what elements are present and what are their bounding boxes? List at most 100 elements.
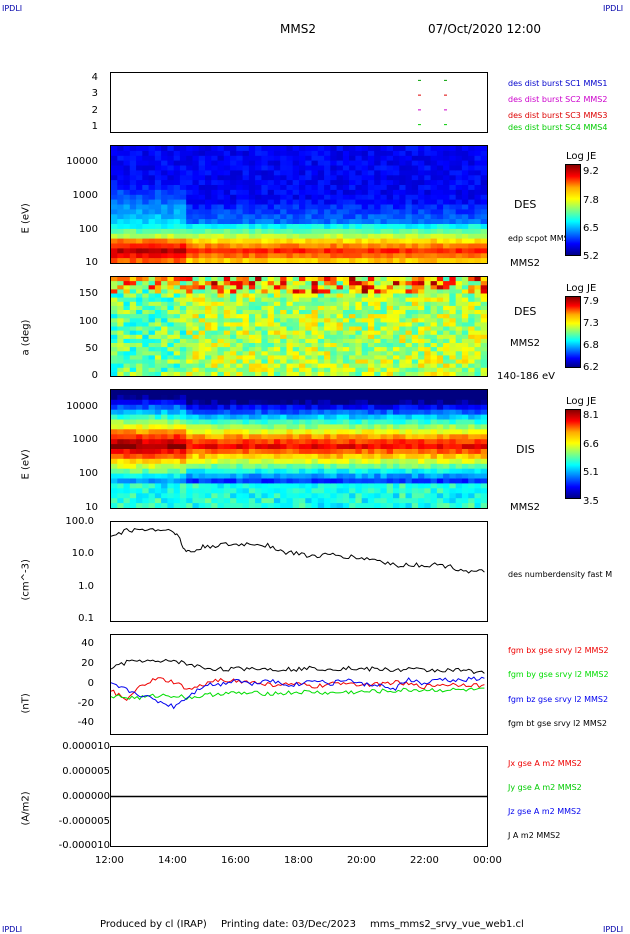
des-energy-cell	[198, 194, 206, 201]
des-energy-cell	[311, 219, 319, 225]
dis-energy-cell	[273, 498, 281, 504]
des-energy-cell	[223, 253, 231, 259]
des-pitch-cell	[342, 310, 350, 315]
des-pitch-cell	[242, 322, 250, 328]
dis-energy-cell	[330, 444, 338, 450]
dis-energy-cell	[179, 473, 187, 480]
des-pitch-cell	[142, 363, 150, 369]
des-energy-cell	[167, 160, 175, 167]
dis-energy-cell	[167, 439, 175, 445]
des-energy-cell	[248, 194, 256, 201]
des-energy-cell	[311, 228, 319, 235]
des-energy-cell	[217, 194, 225, 201]
des-energy-cell	[405, 170, 413, 176]
des-energy-cell	[161, 150, 168, 157]
des-pitch-cell	[173, 347, 181, 352]
des-energy-cell	[399, 224, 407, 230]
dis-energy-cell	[299, 429, 306, 435]
des-pitch-cell	[236, 318, 244, 323]
des-energy-cell	[336, 180, 344, 186]
des-energy-cell	[474, 243, 482, 249]
dis-energy-cell	[474, 483, 482, 489]
dis-energy-cell	[380, 409, 388, 416]
des-energy-cell	[223, 248, 231, 254]
des-energy-cell	[436, 243, 444, 249]
dis-energy-cell	[123, 453, 131, 460]
des-energy-cell	[129, 185, 137, 191]
des-energy-cell	[317, 194, 325, 201]
dis-energy-cell	[255, 409, 262, 416]
des-pitch-cell	[380, 301, 388, 307]
des-energy-cell	[455, 258, 463, 263]
des-pitch-cell	[424, 318, 432, 323]
dis-energy-cell	[330, 488, 338, 494]
dis-energy-cell	[461, 493, 469, 499]
des-energy-cell	[405, 180, 413, 186]
dis-energy-cell	[336, 478, 344, 484]
des-pitch-cell	[418, 322, 425, 328]
des-pitch-cell	[255, 305, 262, 311]
des-energy-cell	[280, 233, 288, 240]
dis-energy-cell	[261, 488, 269, 494]
des-pitch-cell	[205, 305, 212, 311]
dis-energy-cell	[449, 449, 457, 455]
dis-energy-cell	[461, 424, 469, 430]
des-pitch-cell	[167, 371, 175, 376]
des-energy-cell	[154, 160, 162, 167]
dis-energy-cell	[424, 468, 432, 475]
des-energy-cell	[405, 219, 413, 225]
des-pitch-cell	[424, 330, 432, 336]
dis-energy-cell	[324, 399, 331, 406]
dis-energy-cell	[393, 399, 400, 406]
des-pitch-cell	[142, 359, 150, 365]
des-energy-cell	[267, 189, 275, 196]
dis-energy-cell	[211, 453, 219, 460]
des-energy-cell	[449, 194, 457, 201]
dis-energy-cell	[286, 483, 294, 489]
des-energy-cell	[436, 160, 444, 167]
des-pitch-cell	[474, 367, 482, 373]
des-energy-cell	[292, 199, 300, 206]
dis-energy-cell	[380, 434, 388, 440]
des-energy-cell	[198, 219, 206, 225]
des-pitch-cell	[336, 347, 344, 352]
des-energy-cell	[330, 146, 338, 152]
des-energy-cell	[436, 238, 444, 245]
dis-energy-cell	[374, 463, 382, 470]
dis-energy-cell	[261, 390, 269, 396]
des-energy-cell	[273, 180, 281, 186]
des-energy-cell	[424, 155, 432, 162]
des-energy-cell	[280, 238, 288, 245]
dis-energy-cell	[198, 468, 206, 475]
dis-energy-cell	[380, 444, 388, 450]
des-pitch-cell	[211, 301, 219, 307]
des-pitch-cell	[236, 351, 244, 356]
dis-energy-cell	[474, 449, 482, 455]
dis-energy-cell	[136, 473, 143, 480]
bfield-ytick: 0	[87, 678, 94, 689]
dis-energy-cell	[349, 394, 356, 401]
des-pitch-cell	[179, 359, 187, 365]
dis-energy-cell	[242, 444, 250, 450]
des-energy-cell	[361, 214, 369, 220]
dis-energy-cell	[430, 468, 438, 475]
des-pitch-cell	[292, 297, 300, 303]
des-energy-cell	[374, 209, 382, 215]
des-energy-cell	[411, 150, 419, 157]
des-pitch-cell	[405, 359, 413, 365]
des-energy-cell	[230, 253, 237, 259]
des-pitch-cell	[330, 318, 338, 323]
dis-energy-cell	[405, 390, 413, 396]
des-energy-cell	[273, 189, 281, 196]
dis-energy-cell	[217, 473, 225, 480]
density-ytick: 10.0	[71, 548, 94, 559]
des-pitch-cell	[205, 371, 212, 376]
dis-energy-cell	[255, 498, 262, 504]
des-pitch-cell	[154, 347, 162, 352]
dis-energy-cell	[117, 493, 125, 499]
des-pitch-cell	[436, 289, 444, 295]
dis-energy-cell	[418, 434, 425, 440]
des-pitch-cell	[436, 351, 444, 356]
des-energy-cell	[299, 243, 306, 249]
dis-energy-cell	[393, 390, 400, 396]
